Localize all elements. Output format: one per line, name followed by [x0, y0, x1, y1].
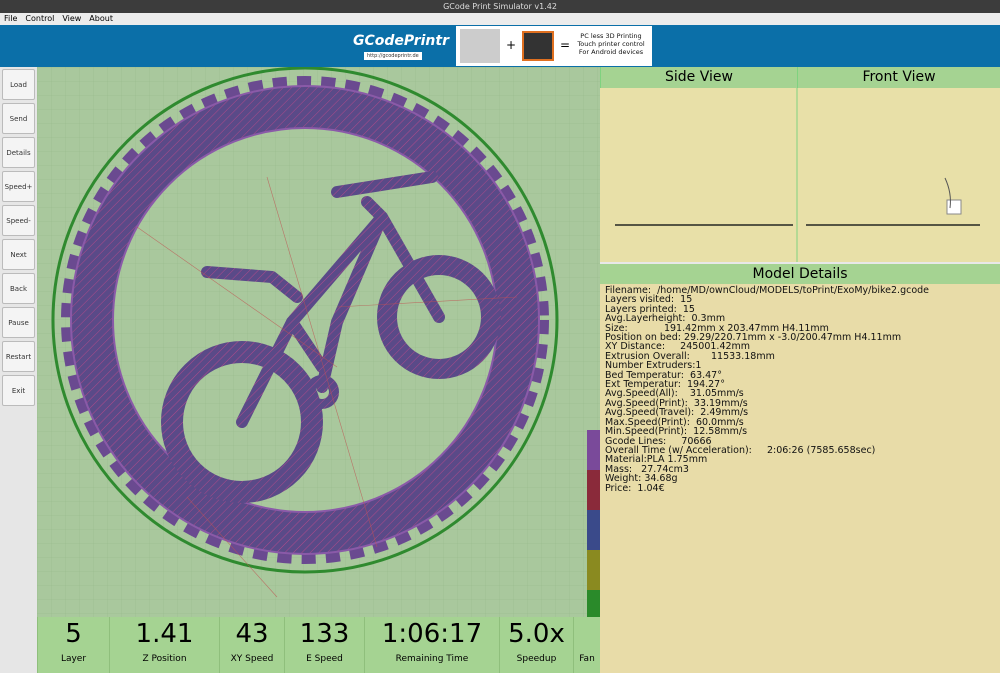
stat-label: Fan: [579, 654, 595, 664]
detail-line: Max.Speed(Print): 60.0mm/s: [605, 416, 744, 428]
button[interactable]: Speed-: [2, 205, 35, 236]
detail-line: Size: 191.42mm x 203.47mm H4.11mm: [605, 322, 829, 334]
detail-line: Avg.Speed(Travel): 2.49mm/s: [605, 407, 749, 419]
url: http://gcodeprintr.de: [364, 52, 422, 60]
detail-line: Gcode Lines: 70666: [605, 435, 712, 447]
stat-label: Layer: [60, 654, 87, 664]
detail-line: Avg.Layerheight: 0.3mm: [605, 313, 726, 325]
stat: Fan: [573, 617, 600, 673]
menu-bar: File Control View About: [0, 13, 1000, 25]
stat-label: Speedup: [516, 654, 557, 664]
button-column: Load Send Details Speed+ Speed- Next Back Pause…: [0, 67, 37, 673]
detail-line: Material:PLA 1.75mm: [605, 454, 708, 466]
detail-line: Overall Time (w/ Acceleration): 2:06:26 …: [605, 444, 876, 456]
print-canvas: [37, 67, 600, 617]
details-lines: Filename: /home/MD/ownCloud/MODELS/toPri…: [605, 286, 1000, 493]
stat-label: Remaining Time: [395, 654, 469, 664]
detail-line: Avg.Speed(All): 31.05mm/s: [605, 388, 744, 400]
ad-text: PC less 3D Printing: [580, 32, 642, 40]
stat: 5 Layer: [37, 617, 109, 673]
detail-line: Layers printed: 15: [605, 303, 695, 315]
detail-line: Layers visited: 15: [605, 294, 693, 306]
button[interactable]: Restart: [2, 341, 35, 372]
view-canvas: [615, 88, 980, 262]
ad-text: Touch printer control: [577, 40, 645, 48]
detail-line: Extrusion Overall: 11533.18mm: [605, 350, 775, 362]
detail-line: Avg.Speed(Print): 33.19mm/s: [605, 397, 748, 409]
stat: 5.0x Speedup: [499, 617, 573, 673]
menu-item[interactable]: Control: [25, 14, 55, 23]
details-title: Model Details: [600, 264, 1000, 284]
detail-line: Ext Temperatur: 194.27°: [605, 379, 725, 391]
stat-label: Z Position: [142, 654, 187, 664]
detail-line: Min.Speed(Print): 12.58mm/s: [605, 426, 748, 438]
status-bar: 5 Layer 1.41 Z Position 43 XY Speed 133 E Speed…: [37, 617, 600, 673]
stat-value: 1.41: [135, 619, 194, 649]
button[interactable]: Speed+: [2, 171, 35, 202]
button[interactable]: Send: [2, 103, 35, 134]
stat-value: 1:06:17: [381, 619, 483, 649]
stat-value: 5: [65, 619, 82, 649]
views-panel: Side View Front View: [600, 67, 1000, 262]
window-title: GCode Print Simulator v1.42: [0, 0, 1000, 13]
detail-line: XY Distance: 245001.42mm: [605, 341, 751, 353]
detail-line: Number Extruders:1: [605, 360, 702, 372]
button[interactable]: Load: [2, 69, 35, 100]
logo: GCodePrintr: [353, 33, 449, 49]
menu-item[interactable]: File: [4, 14, 18, 23]
menu-item[interactable]: About: [89, 14, 113, 23]
stat-value: 43: [235, 619, 269, 649]
details-panel: Model Details Filename: /home/MD/ownClou…: [600, 264, 1000, 673]
stat-label: E Speed: [306, 654, 343, 664]
stat: 43 XY Speed: [219, 617, 284, 673]
detail-line: Weight: 34.68g: [605, 473, 678, 485]
ad-banner[interactable]: GCodePrintr http://gcodeprintr.de + = PC…: [350, 26, 652, 66]
menu-item[interactable]: View: [62, 14, 82, 23]
view-header: Side View: [600, 67, 797, 88]
button[interactable]: Back: [2, 273, 35, 304]
ad-text: For Android devices: [578, 48, 644, 56]
stat-value: [574, 618, 600, 650]
button[interactable]: Exit: [2, 375, 35, 406]
button[interactable]: Next: [2, 239, 35, 270]
detail-line: Price: 1.04€: [605, 482, 665, 494]
button[interactable]: Details: [2, 137, 35, 168]
button[interactable]: Pause: [2, 307, 35, 338]
detail-line: Bed Temperatur: 63.47°: [605, 369, 722, 381]
stat-value: 133: [299, 619, 350, 649]
detail-line: Filename: /home/MD/ownCloud/MODELS/toPri…: [605, 285, 930, 296]
view-header: Front View: [797, 67, 1000, 88]
stat-value: 5.0x: [508, 619, 565, 649]
stat: 133 E Speed: [284, 617, 364, 673]
stat: 1:06:17 Remaining Time: [364, 617, 499, 673]
detail-line: Mass: 27.74cm3: [605, 463, 689, 475]
stat-label: XY Speed: [230, 654, 274, 664]
stat: 1.41 Z Position: [109, 617, 219, 673]
detail-line: Position on bed: 29.29/220.71mm x -3.0/2…: [605, 332, 902, 344]
